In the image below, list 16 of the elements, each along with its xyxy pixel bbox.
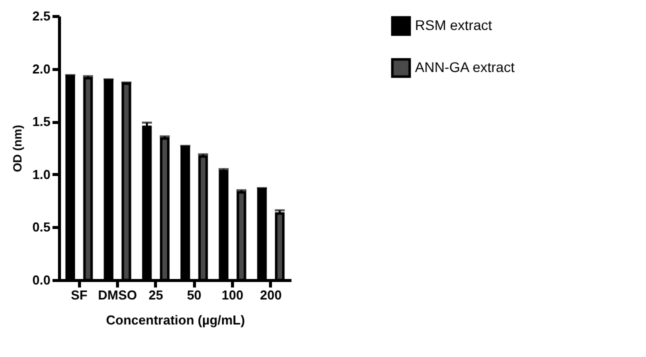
y-tick-label: 1.5 <box>32 114 50 130</box>
x-tick-label: 50 <box>186 288 202 302</box>
y-tick-label: 0.0 <box>32 272 50 288</box>
legend-label: RSM extract <box>415 17 492 33</box>
legend-label: ANN-GA extract <box>415 59 515 75</box>
y-tick-label: 2.5 <box>32 8 50 24</box>
x-axis-title: Concentration (µg/mL) <box>106 312 245 328</box>
y-tick-label: 0.5 <box>32 220 50 235</box>
x-tick-label: DMSO <box>98 288 137 302</box>
y-tick-label: 1.0 <box>32 166 50 182</box>
y-tick-label: 2.0 <box>32 61 50 76</box>
x-tick-label: 200 <box>260 288 282 302</box>
x-tick-label: 25 <box>148 288 164 302</box>
y-axis-title: OD (nm) <box>10 124 24 172</box>
x-tick-label: SF <box>70 288 88 302</box>
x-tick-label: 100 <box>222 288 244 302</box>
